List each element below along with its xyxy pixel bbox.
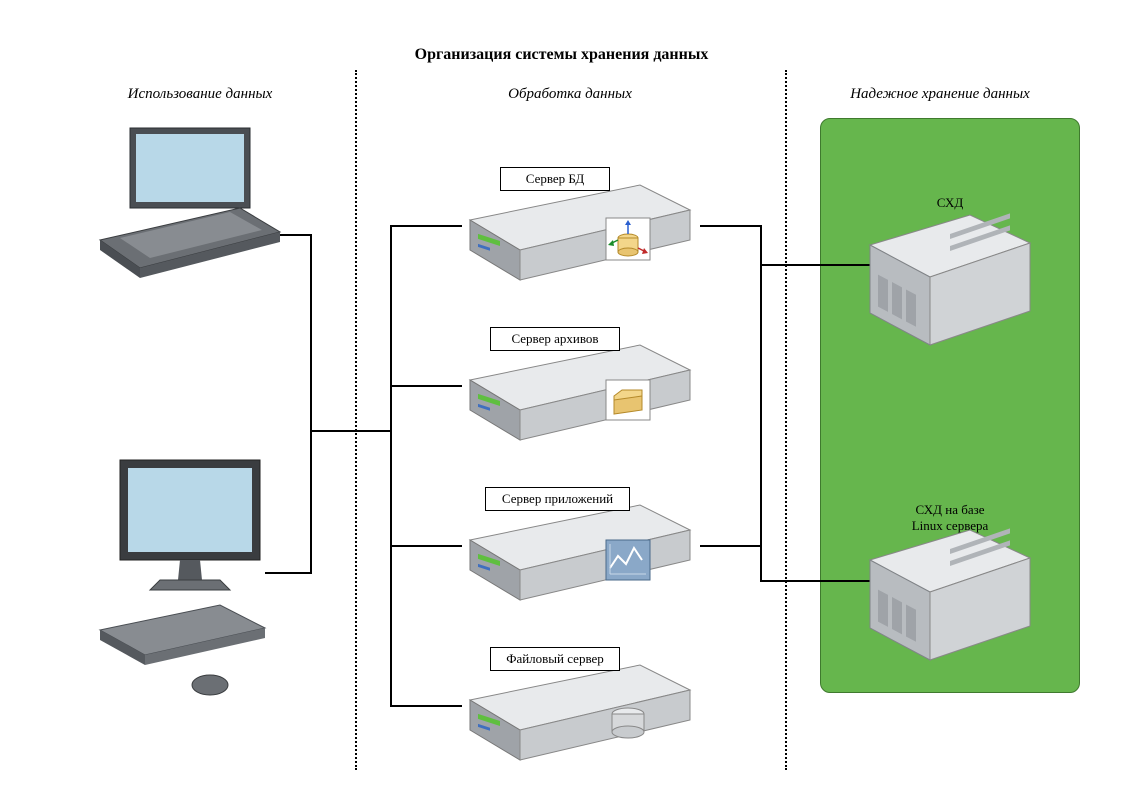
conn-server-4 <box>390 705 462 707</box>
conn-storage-out-3 <box>700 545 762 547</box>
storage-linux-label: СХД на базе Linux сервера <box>890 502 1010 533</box>
conn-client-to-server <box>310 430 392 432</box>
server-db-label: Сервер БД <box>500 167 610 191</box>
storage-linux-label-line1: СХД на базе <box>915 502 984 517</box>
section-storage-label: Надежное хранение данных <box>790 86 1090 103</box>
conn-server-3 <box>390 545 462 547</box>
conn-storage-bus <box>760 225 762 582</box>
conn-server-1 <box>390 225 462 227</box>
laptop-icon <box>90 120 290 280</box>
server-file-label: Файловый сервер <box>490 647 620 671</box>
divider-2 <box>785 70 787 770</box>
conn-server-2 <box>390 385 462 387</box>
storage-san-icon <box>860 205 1040 355</box>
section-usage-label: Использование данных <box>60 86 340 103</box>
conn-storage-out-1 <box>700 225 762 227</box>
divider-1 <box>355 70 357 770</box>
desktop-icon <box>90 450 300 710</box>
rack-server-file-icon <box>460 660 700 775</box>
storage-linux-icon <box>860 520 1040 670</box>
section-processing-label: Обработка данных <box>400 86 740 103</box>
server-archive-label: Сервер архивов <box>490 327 620 351</box>
server-app-label: Сервер приложений <box>485 487 630 511</box>
conn-storage-in-2 <box>760 580 870 582</box>
conn-storage-in-1 <box>760 264 870 266</box>
conn-server-bus <box>390 225 392 707</box>
rack-server-archive-icon <box>460 340 700 455</box>
storage-linux-label-line2: Linux сервера <box>912 518 989 533</box>
storage-san-label: СХД <box>900 195 1000 211</box>
rack-server-db-icon <box>460 180 700 295</box>
conn-client-bus <box>310 234 312 574</box>
rack-server-app-icon <box>460 500 700 615</box>
diagram-title: Организация системы хранения данных <box>0 46 1123 64</box>
